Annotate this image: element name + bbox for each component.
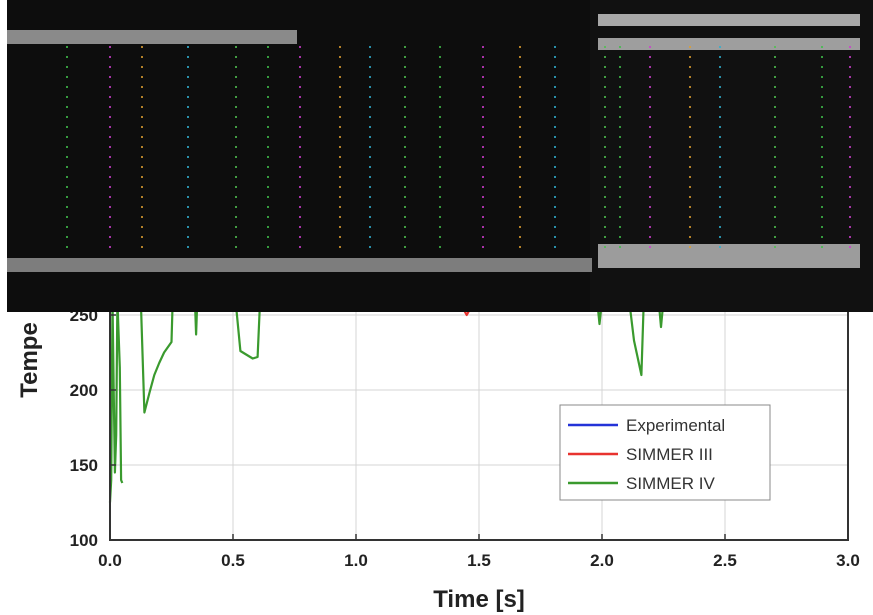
corrupted-stripe-top-left (7, 30, 297, 44)
legend: Experimental SIMMER III SIMMER IV (559, 404, 771, 501)
x-tick-label: 0.5 (221, 551, 245, 570)
corrupted-stripe-top-right-2 (598, 38, 860, 50)
corrupted-stripe-bottom-right (598, 244, 860, 268)
x-tick-label: 2.5 (713, 551, 737, 570)
x-tick-label: 1.5 (467, 551, 491, 570)
x-tick-label: 2.0 (590, 551, 614, 570)
legend-label-simmer-iii: SIMMER III (626, 445, 713, 464)
x-tick-label: 0.0 (98, 551, 122, 570)
y-tick-label: 100 (70, 531, 98, 550)
series-line-simmer-iv (234, 299, 262, 360)
y-tick-label: 200 (70, 381, 98, 400)
series-line-simmer-iv (628, 299, 645, 377)
corrupted-stripe-bottom-left (7, 258, 592, 272)
corrupted-stripe-top-right (598, 14, 860, 26)
x-tick-label: 1.0 (344, 551, 368, 570)
x-tick-label: 3.0 (836, 551, 860, 570)
legend-label-simmer-iv: SIMMER IV (626, 474, 715, 493)
y-axis-title: Tempe (16, 322, 43, 398)
corrupted-image-band (7, 0, 873, 312)
y-tick-label: 150 (70, 456, 98, 475)
legend-label-experimental: Experimental (626, 416, 725, 435)
x-axis-title: Time [s] (433, 586, 525, 613)
series-line-simmer-iv (139, 299, 174, 414)
